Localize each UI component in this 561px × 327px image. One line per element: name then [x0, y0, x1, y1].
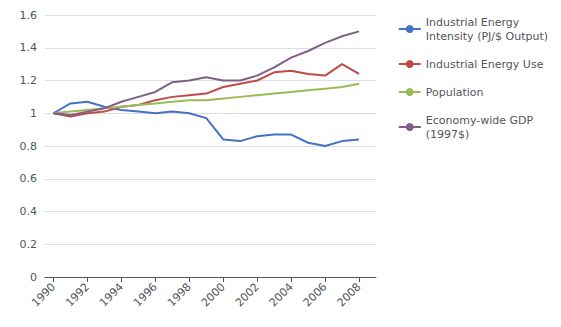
svg-text:0.6: 0.6	[20, 172, 38, 185]
svg-text:2002: 2002	[233, 280, 262, 309]
svg-text:1.2: 1.2	[20, 74, 38, 87]
svg-text:1.6: 1.6	[20, 9, 38, 22]
svg-text:2000: 2000	[199, 280, 228, 309]
svg-text:1.4: 1.4	[20, 41, 38, 54]
svg-text:(1997$): (1997$)	[426, 128, 470, 141]
svg-text:1996: 1996	[131, 280, 160, 309]
svg-text:Industrial Energy Use: Industrial Energy Use	[426, 58, 544, 71]
svg-text:0.4: 0.4	[20, 205, 38, 218]
svg-text:0: 0	[30, 271, 37, 284]
svg-text:1990: 1990	[29, 280, 58, 309]
svg-text:1: 1	[30, 107, 37, 120]
svg-text:0.2: 0.2	[20, 238, 38, 251]
svg-text:Economy-wide GDP: Economy-wide GDP	[426, 114, 534, 127]
svg-text:Population: Population	[426, 86, 484, 99]
svg-text:1998: 1998	[165, 280, 194, 309]
svg-text:1994: 1994	[97, 280, 126, 309]
svg-text:Industrial Energy: Industrial Energy	[426, 16, 520, 29]
svg-text:1992: 1992	[63, 280, 92, 309]
svg-text:Intensity (PJ/$ Output): Intensity (PJ/$ Output)	[426, 30, 548, 43]
svg-text:2008: 2008	[335, 280, 364, 309]
svg-text:2006: 2006	[301, 280, 330, 309]
svg-text:2004: 2004	[267, 280, 296, 309]
svg-text:0.8: 0.8	[20, 140, 38, 153]
